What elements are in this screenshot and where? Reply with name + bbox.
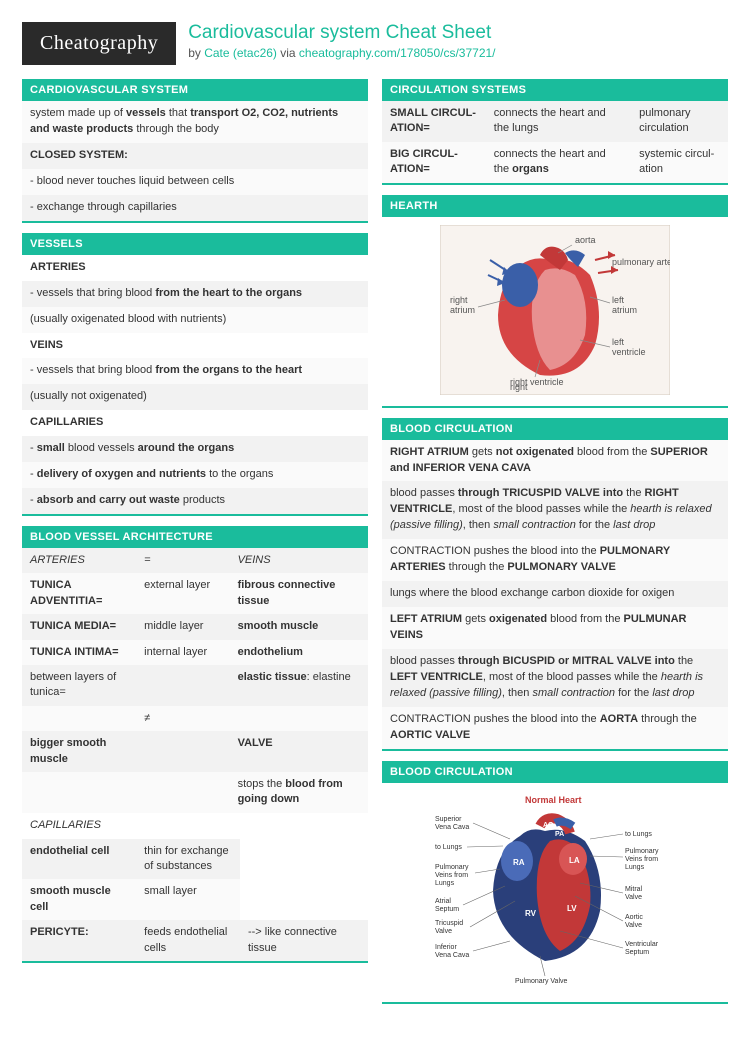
table-row: BIG CIRCUL-ATION= connects the heart and… — [382, 142, 728, 183]
table-row: smooth muscle cell small layer — [22, 879, 368, 920]
content-row: CONTRACTION pushes the blood into the PU… — [382, 539, 728, 581]
block-header: VESSELS — [22, 233, 368, 255]
block-circulation-systems: CIRCULATION SYSTEMS SMALL CIRCUL-ATION= … — [382, 79, 728, 185]
block-blood-circulation-2: BLOOD CIRCULATION Normal Heart RA RV LA … — [382, 761, 728, 1004]
svg-text:AO: AO — [543, 822, 554, 829]
svg-text:to Lungs: to Lungs — [435, 844, 462, 851]
table-row: PERICYTE: feeds endothelial cells --> li… — [22, 920, 368, 961]
svg-text:Normal Heart: Normal Heart — [525, 795, 582, 805]
byline-mid: via — [277, 46, 299, 60]
subheader: ARTERIES — [22, 255, 368, 281]
columns: CARDIOVASCULAR SYSTEM system made up of … — [22, 79, 728, 1014]
svg-text:aorta: aorta — [575, 235, 596, 245]
svg-text:InferiorVena Cava: InferiorVena Cava — [435, 944, 469, 959]
content-row: system made up of vessels that transport… — [22, 101, 368, 143]
subheader: CAPILLARIES — [22, 813, 368, 839]
content-row: blood passes through TRICUSPID VALVE int… — [382, 481, 728, 539]
table-row: endothelial cell thin for exchange of su… — [22, 839, 368, 880]
table-row: TUNICA MEDIA= middle layer smooth muscle — [22, 614, 368, 639]
block-architecture: BLOOD VESSEL ARCHITECTURE ARTERIES = VEI… — [22, 526, 368, 963]
block-hearth: HEARTH aorta pulmonary artery lef — [382, 195, 728, 408]
cap-table: endothelial cell thin for exchange of su… — [22, 839, 368, 961]
heart-diagram: aorta pulmonary artery leftatrium leftve… — [382, 217, 728, 406]
svg-text:RA: RA — [513, 858, 525, 867]
svg-text:PA: PA — [555, 831, 564, 838]
content-row: (usually not oxigenated) — [22, 384, 368, 410]
arch-table: ARTERIES = VEINS TUNICA ADVENTITIA= exte… — [22, 548, 368, 813]
content-row: lungs where the blood exchange carbon di… — [382, 581, 728, 607]
content-row: - exchange through capillaries — [22, 195, 368, 221]
content-row: CLOSED SYSTEM: — [22, 143, 368, 169]
block-header: CARDIOVASCULAR SYSTEM — [22, 79, 368, 101]
page-header: Cheatography Cardiovascular system Cheat… — [22, 22, 728, 65]
title-block: Cardiovascular system Cheat Sheet by Cat… — [188, 22, 495, 60]
svg-text:RV: RV — [525, 909, 537, 918]
block-header: BLOOD CIRCULATION — [382, 761, 728, 783]
block-header: HEARTH — [382, 195, 728, 217]
subheader: CAPILLARIES — [22, 410, 368, 436]
table-row: ARTERIES = VEINS — [22, 548, 368, 573]
block-header: BLOOD CIRCULATION — [382, 418, 728, 440]
table-row: ≠ — [22, 706, 368, 731]
svg-text:right ventricle: right ventricle — [510, 377, 564, 387]
table-row: stops the blood from going down — [22, 772, 368, 813]
svg-text:AtrialSeptum: AtrialSeptum — [435, 898, 459, 913]
block-header: BLOOD VESSEL ARCHITECTURE — [22, 526, 368, 548]
content-row: LEFT ATRIUM gets oxigenated blood from t… — [382, 607, 728, 649]
svg-text:pulmonary artery: pulmonary artery — [612, 257, 670, 267]
content-row: - absorb and carry out waste products — [22, 488, 368, 514]
svg-text:TricuspidValve: TricuspidValve — [435, 920, 463, 935]
content-row: blood passes through BICUSPID or MITRAL … — [382, 649, 728, 707]
table-row: SMALL CIRCUL-ATION= connects the heart a… — [382, 101, 728, 142]
svg-text:PulmonaryVeins fromLungs: PulmonaryVeins fromLungs — [435, 864, 469, 887]
content-row: - small blood vessels around the organs — [22, 436, 368, 462]
content-row: RIGHT ATRIUM gets not oxigenated blood f… — [382, 440, 728, 482]
byline-prefix: by — [188, 46, 204, 60]
content-row: - delivery of oxygen and nutrients to th… — [22, 462, 368, 488]
block-blood-circulation: BLOOD CIRCULATION RIGHT ATRIUM gets not … — [382, 418, 728, 751]
block-cardiovascular: CARDIOVASCULAR SYSTEM system made up of … — [22, 79, 368, 223]
table-row: TUNICA INTIMA= internal layer endotheliu… — [22, 640, 368, 665]
svg-text:AorticValve: AorticValve — [625, 914, 643, 929]
svg-text:Pulmonary Valve: Pulmonary Valve — [515, 978, 568, 985]
table-row: TUNICA ADVENTITIA= external layer fibrou… — [22, 573, 368, 614]
content-row: - vessels that bring blood from the orga… — [22, 358, 368, 384]
table-row: bigger smooth muscle VALVE — [22, 731, 368, 772]
svg-text:SuperiorVena Cava: SuperiorVena Cava — [435, 816, 469, 831]
source-url-link[interactable]: cheatography.com/178050/cs/37721/ — [299, 46, 496, 60]
left-column: CARDIOVASCULAR SYSTEM system made up of … — [22, 79, 368, 1014]
heart-diagram-labeled: Normal Heart RA RV LA LV PA AO SuperiorV… — [382, 783, 728, 1002]
block-header: CIRCULATION SYSTEMS — [382, 79, 728, 101]
svg-text:LV: LV — [567, 904, 577, 913]
svg-text:MitralValve: MitralValve — [625, 886, 643, 901]
content-row: (usually oxigenated blood with nutrients… — [22, 307, 368, 333]
logo: Cheatography — [22, 22, 176, 65]
content-row: - vessels that bring blood from the hear… — [22, 281, 368, 307]
byline: by Cate (etac26) via cheatography.com/17… — [188, 46, 495, 60]
svg-text:PulmonaryVeins fromLungs: PulmonaryVeins fromLungs — [625, 848, 659, 871]
subheader: VEINS — [22, 333, 368, 359]
author-link[interactable]: Cate (etac26) — [204, 46, 277, 60]
svg-text:LA: LA — [569, 856, 580, 865]
page-title: Cardiovascular system Cheat Sheet — [188, 22, 495, 44]
content-row: - blood never touches liquid between cel… — [22, 169, 368, 195]
content-row: CONTRACTION pushes the blood into the AO… — [382, 707, 728, 749]
svg-text:VentricularSeptum: VentricularSeptum — [625, 941, 659, 956]
right-column: CIRCULATION SYSTEMS SMALL CIRCUL-ATION= … — [382, 79, 728, 1014]
table-row: between layers of tunica= elastic tissue… — [22, 665, 368, 706]
block-vessels: VESSELS ARTERIES - vessels that bring bl… — [22, 233, 368, 516]
svg-text:to Lungs: to Lungs — [625, 831, 652, 838]
